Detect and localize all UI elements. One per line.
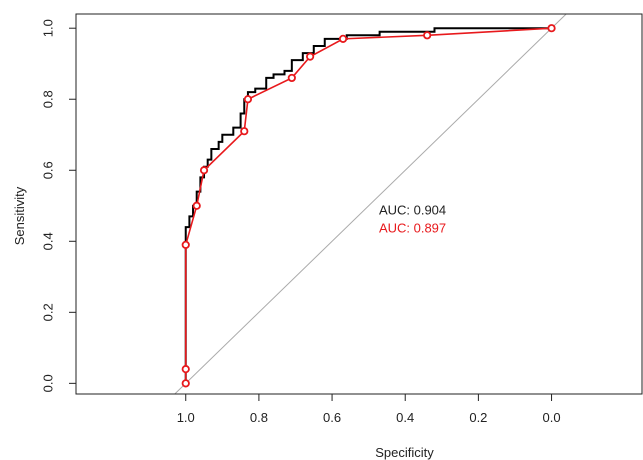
y-tick-label: 0.8 [41,90,56,108]
marker-layer [181,24,556,388]
y-tick-label: 0.4 [41,232,56,250]
x-axis-title: Specificity [375,445,434,460]
x-tick-label: 0.0 [543,410,561,425]
x-tick-label: 0.6 [323,410,341,425]
x-tick-label: 0.8 [250,410,268,425]
plot-frame [75,13,643,395]
roc-point-marker [547,24,556,33]
x-tick-label: 1.0 [177,410,195,425]
x-tick-label: 0.2 [469,410,487,425]
roc-point-marker [306,52,315,61]
roc-point-marker [243,95,253,104]
roc-curve-line-1 [184,27,552,384]
series-layer [184,27,552,384]
y-tick-label: 0.0 [41,374,56,392]
y-axis: 0.0 0.2 0.4 0.6 0.8 1.0 [41,19,77,392]
y-tick-label: 0.6 [41,161,56,179]
roc-point-marker [192,201,201,210]
diagonal-reference-line [174,13,567,395]
auc-annotation-model-1: AUC: 0.904 [379,203,446,218]
auc-annotation-model-2: AUC: 0.897 [379,220,446,235]
diagonal-reference-layer [174,13,567,395]
x-axis: 1.0 0.8 0.6 0.4 0.2 0.0 [177,393,561,425]
x-tick-label: 0.4 [396,410,414,425]
roc-point-marker [287,73,296,83]
roc-curve-line-2 [184,27,552,384]
y-tick-label: 0.2 [41,303,56,321]
roc-point-marker [240,127,249,136]
y-tick-label: 1.0 [41,19,56,37]
roc-point-marker [181,379,190,388]
y-axis-title: Sensitivity [12,186,27,245]
roc-point-marker [181,365,190,374]
roc-point-marker [199,166,209,175]
roc-point-marker [181,240,190,249]
roc-point-marker [338,34,348,43]
roc-point-marker [423,31,432,40]
